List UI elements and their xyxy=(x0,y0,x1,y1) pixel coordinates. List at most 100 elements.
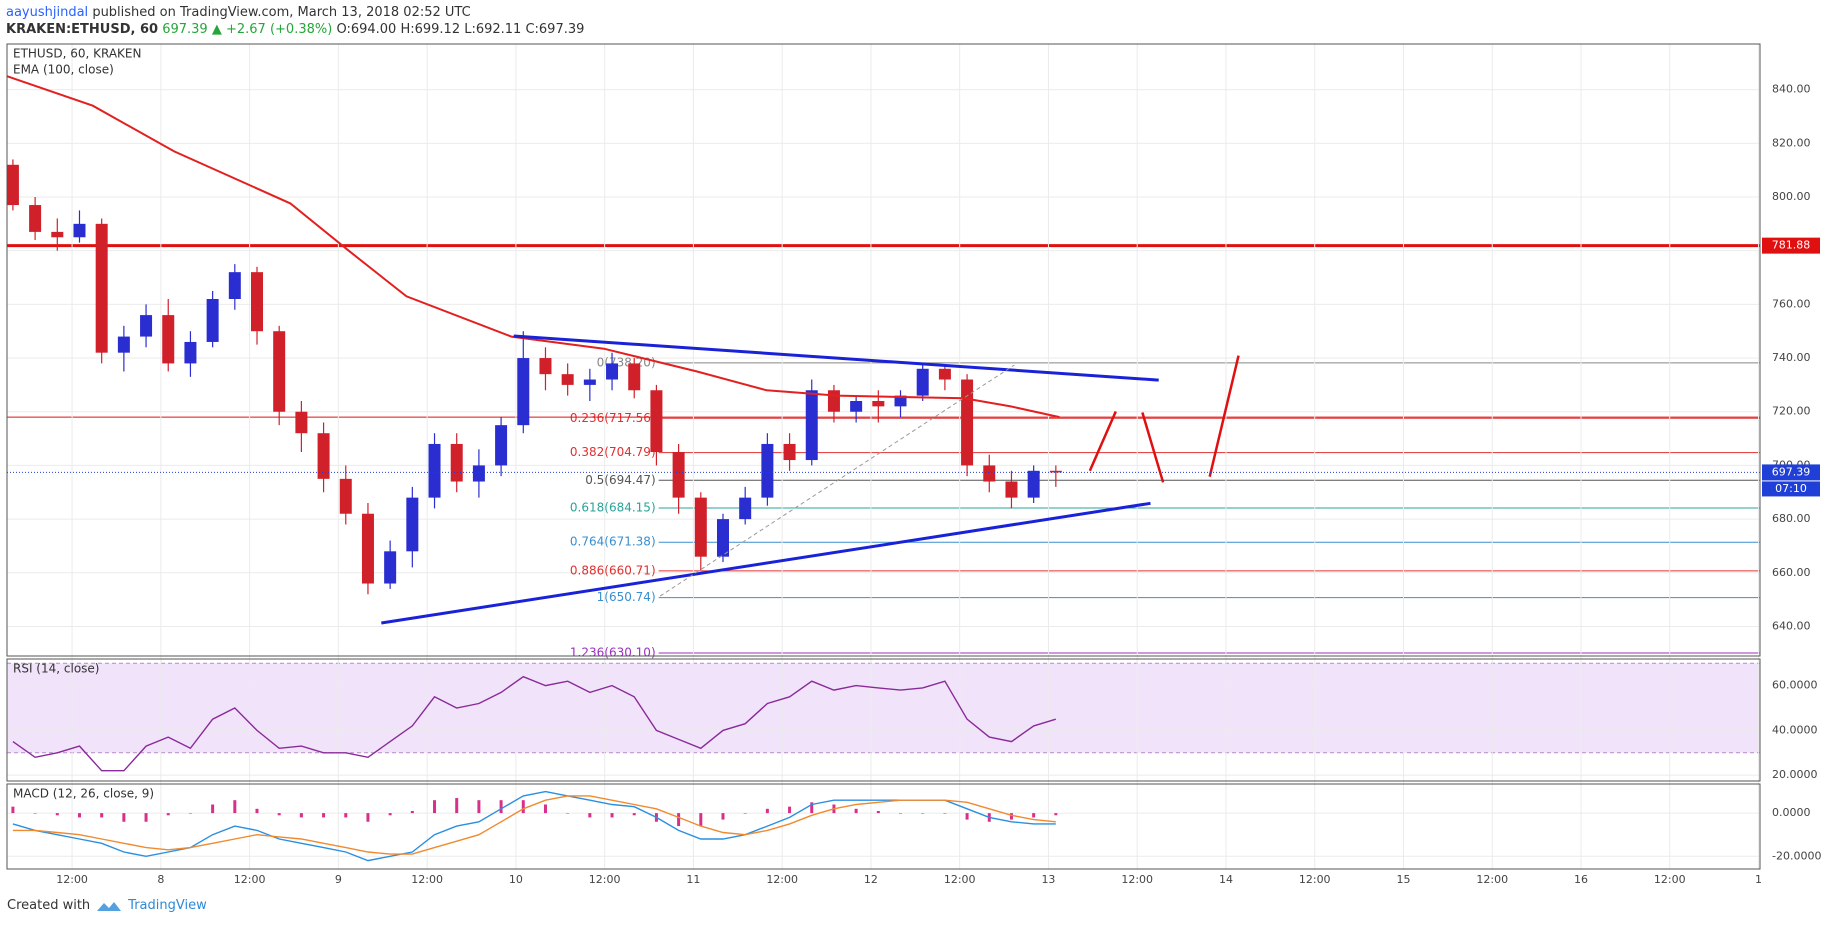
price-box-label: 781.88 xyxy=(1772,239,1811,252)
histogram-bar xyxy=(521,800,525,814)
y-tick-label: 60.0000 xyxy=(1772,679,1818,692)
histogram-bar xyxy=(144,813,148,822)
y-tick-label: 640.00 xyxy=(1772,619,1811,632)
fib-label: 0.236(717.56) xyxy=(570,411,656,425)
histogram-bar xyxy=(11,806,15,814)
candle-body xyxy=(1049,470,1062,473)
price: 697.39 xyxy=(162,22,208,37)
histogram-bar xyxy=(854,808,858,814)
candle-body xyxy=(450,443,463,482)
candle-body xyxy=(140,315,153,337)
fib-label: 1.236(630.10) xyxy=(570,646,656,660)
histogram-bar xyxy=(1054,813,1058,816)
candle-body xyxy=(251,272,264,332)
y-tick-label: 720.00 xyxy=(1772,405,1811,418)
histogram-bar xyxy=(366,813,370,822)
x-tick-label: 12:00 xyxy=(766,873,798,886)
histogram-bar xyxy=(677,813,681,827)
x-tick-label: 12:00 xyxy=(944,873,976,886)
x-tick-label: 15 xyxy=(1396,873,1410,886)
overlay: ETHUSD, 60, KRAKEN 781.88 EMA (100, close)… xyxy=(6,43,1820,870)
candle-body xyxy=(628,363,641,391)
histogram-bar xyxy=(610,813,614,818)
candle-body xyxy=(805,390,818,461)
y-tick-label: 820.00 xyxy=(1772,136,1811,149)
candle-body xyxy=(783,443,796,461)
fib-label: 0.886(660.71) xyxy=(570,563,656,577)
price-box xyxy=(1762,237,1820,254)
candle-body xyxy=(472,465,485,482)
x-tick-label: 10 xyxy=(509,873,523,886)
ema-label: EMA (100, close) xyxy=(13,63,114,77)
x-tick-label: 14 xyxy=(1219,873,1233,886)
fib-trend xyxy=(659,364,1015,597)
histogram-bar xyxy=(77,813,81,818)
histogram-bar xyxy=(233,800,237,814)
published: published on TradingView.com, March 13, … xyxy=(92,5,471,20)
candle-body xyxy=(561,374,574,385)
price-box xyxy=(1762,464,1820,481)
candle-body xyxy=(184,341,197,364)
candle-body xyxy=(983,465,996,482)
candle-body xyxy=(51,231,64,238)
pane-title: MACD (12, 26, close, 9) xyxy=(13,787,154,801)
change: ▲ +2.67 (+0.38%) xyxy=(211,22,333,37)
fib-label: 0.382(704.79) xyxy=(570,445,656,459)
fib-label: 0.618(684.15) xyxy=(570,500,656,514)
projection-arrow xyxy=(1208,355,1240,477)
x-tick-label: 16 xyxy=(1574,873,1588,886)
x-tick-label: 8 xyxy=(157,873,164,886)
trendline xyxy=(381,501,1151,625)
candle-body xyxy=(29,205,42,232)
x-tick-label: 12:00 xyxy=(1299,873,1331,886)
histogram-bar xyxy=(166,813,170,816)
candle-body xyxy=(295,411,308,434)
header: aayushjindal published on TradingView.co… xyxy=(6,4,584,38)
candle-body xyxy=(339,478,352,514)
histogram-bar xyxy=(743,813,747,814)
candle-body xyxy=(273,331,286,412)
brand[interactable]: TradingView xyxy=(128,898,207,913)
histogram-bar xyxy=(699,813,703,827)
candle-body xyxy=(938,368,951,380)
histogram-bar xyxy=(277,813,281,816)
series-line xyxy=(12,795,1056,855)
candle-body xyxy=(206,299,219,342)
x-tick-label: 9 xyxy=(335,873,342,886)
author[interactable]: aayushjindal xyxy=(6,5,89,20)
pane-frame xyxy=(6,43,1761,657)
x-tick-label: 12 xyxy=(864,873,878,886)
histogram-bar xyxy=(1032,813,1036,818)
candle-body xyxy=(117,336,130,353)
candle-body xyxy=(1027,470,1040,498)
candle-body xyxy=(95,223,108,353)
candle-body xyxy=(73,223,86,238)
candle-body xyxy=(162,315,175,364)
candle-body xyxy=(850,401,863,412)
candle-body xyxy=(961,379,974,466)
x-tick-label: 12:00 xyxy=(411,873,443,886)
candle-body xyxy=(517,358,530,426)
symbol: KRAKEN:ETHUSD, 60 xyxy=(6,22,159,37)
fib-label: 0.764(671.38) xyxy=(570,535,656,549)
ohlc: O:694.00 H:699.12 L:692.11 C:697.39 xyxy=(336,22,585,37)
trendline xyxy=(513,334,1159,382)
histogram-bar xyxy=(810,802,814,814)
candle-body xyxy=(672,452,685,498)
candle-body xyxy=(694,497,707,557)
chart: 640.00660.00680.00700.00720.00740.00760.… xyxy=(6,43,1821,886)
candle-body xyxy=(606,363,619,380)
projection-arrow xyxy=(1141,412,1165,483)
series-line xyxy=(12,675,1057,772)
fib-label: 0.5(694.47) xyxy=(585,473,655,487)
y-tick-label: 840.00 xyxy=(1772,83,1811,96)
histogram-bar xyxy=(921,813,925,814)
y-tick-label: 680.00 xyxy=(1772,512,1811,525)
x-tick-label: 12:00 xyxy=(56,873,88,886)
logo xyxy=(97,901,122,911)
histogram-bar xyxy=(543,804,547,814)
histogram-bar xyxy=(1009,813,1013,820)
candle-body xyxy=(495,425,508,466)
histogram-bar xyxy=(876,810,880,814)
histogram-bar xyxy=(299,813,303,818)
